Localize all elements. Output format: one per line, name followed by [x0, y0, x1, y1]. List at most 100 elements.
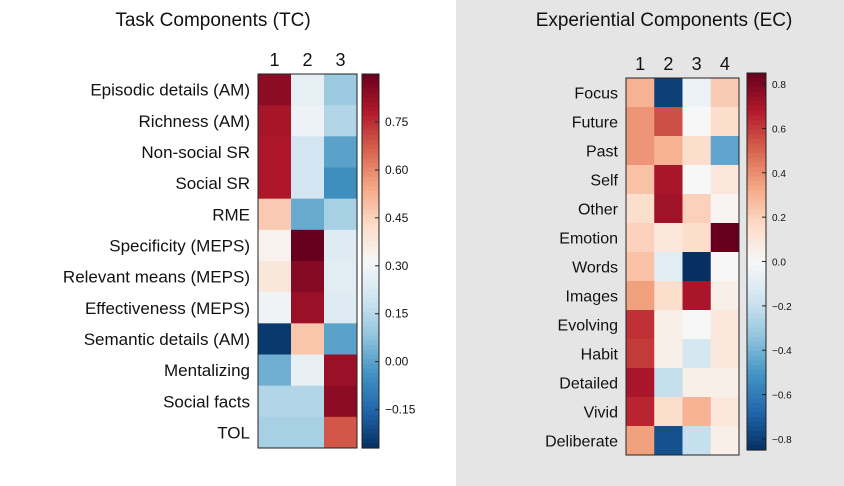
tc-colorbar-segment	[362, 148, 379, 155]
ec-colorbar-segment	[747, 129, 766, 135]
ec-colorbar-segment	[747, 148, 766, 154]
ec-colorbar-segment	[747, 223, 766, 230]
tc-colorbar-segment	[362, 261, 379, 267]
ec-cell	[682, 339, 712, 369]
ec-colorbar-segment	[747, 280, 766, 286]
ec-colorbar-segment	[747, 351, 766, 357]
ec-title: Experiential Components (EC)	[536, 10, 793, 31]
ec-colorbar-segment	[747, 167, 766, 173]
ec-colorbar-segment	[747, 384, 766, 390]
ec-cell	[710, 136, 740, 166]
ec-colorbar-segment	[747, 346, 766, 352]
ec-cell	[682, 136, 712, 166]
tc-heatmap-panel: Task Components (TC) 1 2 3 Episodic detail…	[63, 10, 416, 449]
ec-colorbar-segment	[747, 256, 766, 263]
tc-colorbar-segment	[362, 97, 379, 103]
tc-colorbar-frame	[361, 73, 380, 449]
ec-cell	[710, 194, 740, 224]
ec-colorbar-segment	[747, 219, 766, 225]
tc-colorbar-segment	[362, 298, 379, 304]
tc-colorbar-segment	[362, 345, 379, 351]
tc-heatmap-cells	[258, 74, 358, 449]
ec-row-label: Images	[566, 289, 618, 306]
tc-colorbar-segment	[362, 167, 379, 173]
tc-colorbar-segment	[362, 209, 379, 215]
tc-column-label: 2	[302, 50, 312, 70]
ec-colorbar-segment	[747, 332, 766, 338]
tc-colorbar-segment	[362, 78, 379, 84]
tc-colorbar-segment	[362, 158, 379, 164]
tc-column-label: 3	[335, 50, 345, 70]
ec-colorbar-segment	[747, 87, 766, 93]
tc-colorbar-segment	[362, 172, 379, 178]
tc-colorbar-segment	[362, 405, 379, 412]
ec-colorbar-segment	[747, 233, 766, 239]
ec-colorbar-segment	[747, 242, 766, 248]
ec-row-label: Focus	[574, 86, 618, 103]
tc-colorbar-segment	[362, 377, 379, 384]
tc-colorbar-segment	[362, 125, 379, 131]
tc-cell	[258, 261, 292, 293]
ec-cell	[654, 223, 683, 253]
tc-row-label: Richness (AM)	[139, 112, 250, 131]
tc-colorbar-segment	[362, 74, 379, 80]
ec-cell	[626, 252, 655, 282]
ec-colorbar-segment	[747, 252, 766, 258]
ec-colorbar-segment	[747, 195, 766, 201]
ec-colorbar-segment	[747, 120, 766, 126]
tc-colorbar-segment	[362, 359, 379, 365]
ec-cell	[682, 426, 712, 456]
ec-colorbar-segment	[747, 393, 766, 399]
tc-colorbar-segment	[362, 144, 379, 150]
ec-colorbar-segment	[747, 322, 766, 329]
tc-cell	[291, 292, 325, 324]
ec-cell	[682, 78, 712, 108]
ec-cell	[654, 310, 683, 340]
tc-cell	[291, 167, 325, 200]
tc-cell	[258, 323, 292, 355]
tc-colorbar-segment	[362, 190, 379, 197]
ec-colorbar-segment	[747, 388, 766, 395]
tc-cell	[291, 385, 325, 418]
ec-cell	[682, 223, 712, 253]
ec-cell	[682, 107, 712, 137]
tc-colorbar-segment	[362, 424, 379, 430]
ec-cell	[654, 136, 683, 166]
ec-cell	[682, 368, 712, 398]
tc-colorbar-segment	[362, 200, 379, 206]
ec-colorbar-segment	[747, 200, 766, 206]
ec-colorbar-segment	[747, 374, 766, 380]
ec-colorbar-segment	[747, 190, 766, 197]
ec-colorbar-segment	[747, 176, 766, 182]
tc-cell	[324, 323, 358, 355]
ec-colorbar-segment	[747, 247, 766, 253]
tc-colorbar-tick-label: 0.00	[385, 355, 409, 369]
ec-colorbar-segment	[747, 143, 766, 149]
tc-cell	[291, 261, 325, 293]
tc-cell	[258, 105, 292, 137]
ec-row-labels: Focus Future Past Self Other Emotion Words Imag…	[545, 86, 619, 451]
tc-colorbar-tick-label: 0.15	[385, 307, 409, 321]
tc-cell	[258, 198, 292, 231]
ec-colorbar-segment	[747, 440, 766, 446]
tc-colorbar-segment	[362, 438, 379, 444]
tc-colorbar-segment	[362, 340, 379, 346]
ec-colorbar-segment	[747, 73, 766, 79]
ec-colorbar-segment	[747, 355, 766, 362]
tc-colorbar-segment	[362, 186, 379, 192]
ec-colorbar-segment	[747, 294, 766, 300]
tc-colorbar-segment	[362, 279, 379, 285]
tc-row-label: Mentalizing	[164, 361, 250, 380]
tc-colorbar-segment	[362, 307, 379, 314]
tc-colorbar-segment	[362, 214, 379, 220]
tc-cell	[324, 105, 358, 137]
tc-colorbar-segment	[362, 88, 379, 94]
ec-cell	[626, 339, 655, 369]
ec-colorbar-segment	[747, 426, 766, 432]
tc-colorbar-segment	[362, 102, 379, 108]
ec-cell	[654, 165, 683, 195]
ec-colorbar-segment	[747, 181, 766, 187]
tc-colorbar-segment	[362, 401, 379, 407]
ec-colorbar-segment	[747, 336, 766, 343]
tc-colorbar-segment	[362, 246, 379, 253]
